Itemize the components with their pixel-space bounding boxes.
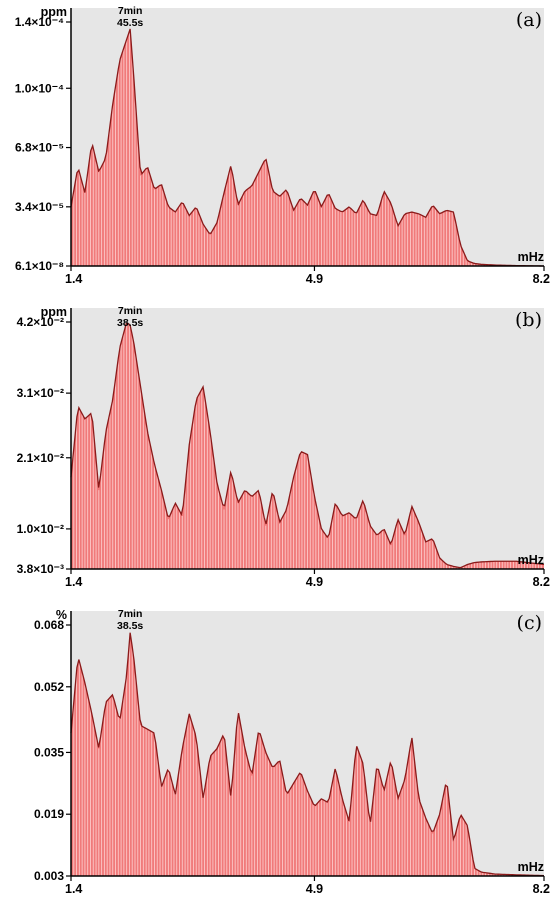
- y-tick-label: 3.8×10⁻³: [17, 562, 64, 576]
- y-axis-label: ppm: [41, 5, 67, 19]
- x-axis-label: mHz: [518, 250, 544, 264]
- y-tick-label: 0.068: [34, 618, 64, 632]
- peak-annotation-line1: 7min: [118, 608, 143, 620]
- x-tick-label: 1.4: [65, 575, 82, 589]
- y-tick-label: 0.052: [34, 680, 64, 694]
- spectrum-bars: [70, 322, 542, 569]
- y-tick-label: 1.4×10⁻⁴: [15, 15, 64, 29]
- y-tick-label: 0.035: [34, 745, 64, 759]
- spectrum-outline: [70, 322, 545, 569]
- y-tick-label: 4.2×10⁻²: [17, 315, 64, 329]
- x-tick-label: 4.9: [306, 575, 323, 589]
- panel-label-a: (a): [516, 9, 542, 31]
- x-tick-label: 1.4: [65, 272, 82, 286]
- peak-annotation-line2: 38.5s: [117, 317, 143, 329]
- y-axis-label: %: [56, 608, 67, 622]
- spectrum-area-fill: [71, 632, 544, 876]
- x-tick-label: 8.2: [533, 575, 550, 589]
- x-tick-label: 4.9: [306, 882, 323, 896]
- y-tick-label: 2.1×10⁻²: [17, 451, 64, 465]
- y-tick-label: 6.8×10⁻⁵: [15, 141, 64, 155]
- chart-a-svg: 1.4×10⁻⁴ 1.0×10⁻⁴ 6.8×10⁻⁵ 3.4×10⁻⁵ 6.1×10⁻⁸…: [15, 5, 550, 286]
- y-tick-label: 0.019: [34, 807, 64, 821]
- y-tick-label: 1.0×10⁻²: [17, 522, 64, 536]
- spectrum-area-fill: [71, 323, 544, 569]
- spectrum-outline: [70, 632, 545, 877]
- panel-label-c: (c): [517, 612, 542, 634]
- y-tick-label: 6.1×10⁻⁸: [15, 259, 64, 273]
- peak-annotation-line1: 7min: [118, 305, 143, 317]
- peak-annotation-line2: 45.5s: [117, 17, 143, 29]
- x-tick-label: 4.9: [306, 272, 323, 286]
- x-tick-label: 1.4: [65, 882, 82, 896]
- peak-annotation-line2: 38.5s: [117, 620, 143, 632]
- panel-label-b: (b): [515, 309, 542, 331]
- chart-panel-b: 4.2×10⁻² 3.1×10⁻² 2.1×10⁻² 1.0×10⁻² 3.8×10⁻³…: [0, 300, 550, 598]
- y-tick-label: 3.4×10⁻⁵: [15, 200, 64, 214]
- spectrum-outline: [70, 28, 545, 267]
- chart-panel-c: 0.068 0.052 0.035 0.019 0.003 1.4 4.9 8.2% mHz 7m…: [0, 603, 550, 905]
- y-tick-label: 0.003: [34, 869, 64, 883]
- y-axis-label: ppm: [41, 305, 67, 319]
- chart-b-svg: 4.2×10⁻² 3.1×10⁻² 2.1×10⁻² 1.0×10⁻² 3.8×10⁻³…: [17, 305, 550, 589]
- x-tick-label: 8.2: [533, 882, 550, 896]
- chart-panel-a: 1.4×10⁻⁴ 1.0×10⁻⁴ 6.8×10⁻⁵ 3.4×10⁻⁵ 6.1×10⁻⁸…: [0, 0, 550, 295]
- x-axis-label: mHz: [518, 860, 544, 874]
- peak-annotation-line1: 7min: [118, 5, 143, 17]
- spectrum-bars: [70, 641, 542, 876]
- x-axis-label: mHz: [518, 553, 544, 567]
- y-tick-label: 3.1×10⁻²: [17, 386, 64, 400]
- y-tick-label: 1.0×10⁻⁴: [15, 81, 64, 95]
- spectrum-bars: [70, 31, 542, 266]
- x-tick-label: 8.2: [533, 272, 550, 286]
